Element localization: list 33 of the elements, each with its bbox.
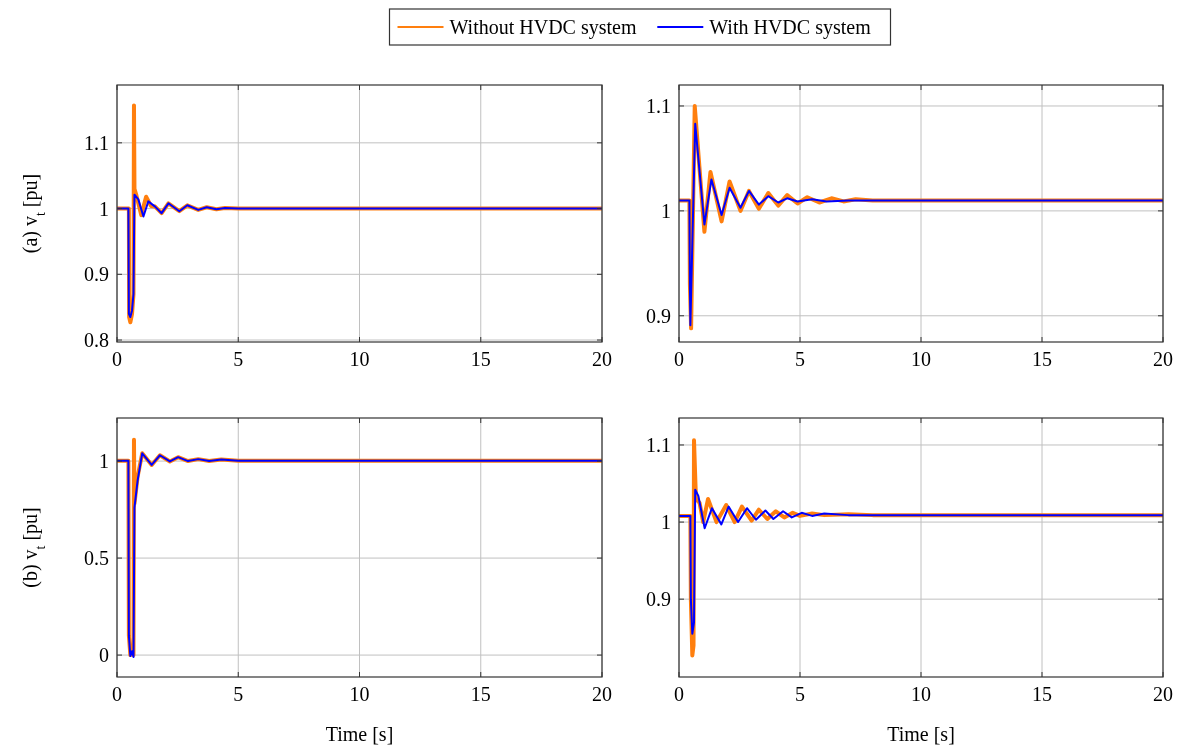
x-tick-label: 20 — [1153, 348, 1173, 370]
x-tick-label: 5 — [795, 348, 805, 370]
y-tick-label: 1.1 — [84, 131, 109, 154]
x-tick-label: 10 — [911, 683, 931, 705]
x-tick-label: 5 — [233, 348, 244, 370]
y-tick-label: 1 — [661, 511, 671, 534]
x-tick-label: 10 — [349, 683, 370, 705]
y-tick-label: 1.1 — [646, 433, 671, 456]
legend-label: With HVDC system — [709, 16, 872, 39]
x-tick-label: 5 — [795, 683, 805, 705]
y-tick-label: 0.9 — [84, 263, 109, 286]
x-axis-title: Time [s] — [887, 723, 955, 745]
y-tick-label: 0.5 — [84, 547, 109, 570]
legend-label: Without HVDC system — [449, 16, 637, 39]
x-tick-label: 10 — [349, 348, 370, 370]
x-tick-label: 20 — [592, 683, 612, 705]
y-tick-label: 1 — [99, 450, 109, 473]
y-tick-label: 0.9 — [646, 304, 671, 327]
y-tick-label: 0.8 — [84, 329, 109, 352]
x-tick-label: 15 — [470, 683, 491, 705]
x-tick-label: 5 — [233, 683, 244, 705]
x-tick-label: 20 — [1153, 683, 1173, 705]
x-tick-label: 10 — [911, 348, 931, 370]
y-tick-label: 1 — [99, 197, 109, 220]
y-tick-label: 0.9 — [646, 588, 671, 611]
x-tick-label: 15 — [1032, 348, 1052, 370]
y-tick-label: 0 — [99, 644, 109, 667]
x-axis-title: Time [s] — [325, 723, 394, 745]
x-tick-label: 15 — [1032, 683, 1052, 705]
x-tick-label: 20 — [592, 348, 612, 370]
y-tick-label: 1.1 — [646, 94, 671, 117]
x-tick-label: 15 — [470, 348, 491, 370]
y-tick-label: 1 — [661, 199, 671, 222]
